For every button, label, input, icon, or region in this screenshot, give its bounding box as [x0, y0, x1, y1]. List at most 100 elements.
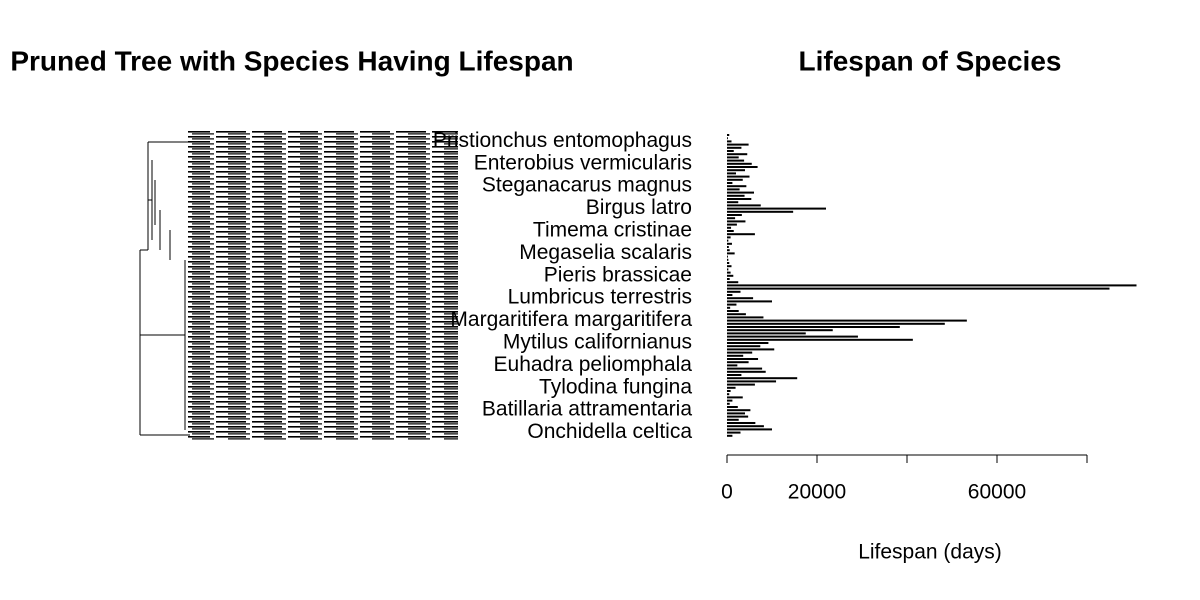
bar	[727, 297, 754, 300]
bar	[727, 252, 735, 255]
bar	[727, 188, 740, 191]
bar	[727, 313, 746, 316]
bar	[727, 226, 732, 229]
bar	[727, 146, 742, 149]
bar	[727, 249, 730, 252]
bar	[727, 396, 743, 399]
x-tick-label: 0	[721, 481, 733, 504]
bar	[727, 358, 759, 360]
bar	[727, 345, 761, 348]
bar	[727, 367, 763, 370]
chart-title: Lifespan of Species	[799, 45, 1062, 76]
bar	[727, 220, 746, 223]
bar	[727, 316, 764, 319]
bar	[727, 303, 737, 306]
bar	[727, 169, 745, 172]
bar	[727, 306, 731, 309]
bar	[727, 406, 738, 408]
phylogenetic-tree	[139, 130, 458, 440]
bar	[727, 335, 858, 338]
bar	[727, 185, 747, 188]
bar	[727, 207, 826, 210]
bar	[727, 214, 742, 216]
y-tick-label: Megaselia scalaris	[519, 241, 692, 264]
bar	[727, 210, 794, 213]
bar	[727, 351, 753, 354]
bar	[727, 338, 913, 341]
bar	[727, 156, 739, 159]
y-tick-label: Enterobius vermicularis	[474, 151, 692, 174]
y-tick-label: Margaritifera margaritifera	[450, 308, 692, 331]
bar	[727, 354, 744, 357]
bar	[727, 134, 730, 136]
bar	[727, 159, 745, 162]
bar	[727, 332, 806, 335]
bar	[727, 143, 749, 146]
bar	[727, 217, 736, 220]
overlapping-tip-labels	[188, 130, 458, 440]
bar	[727, 162, 752, 165]
bar	[727, 258, 729, 261]
bar	[727, 402, 730, 405]
tree-title: Pruned Tree with Species Having Lifespan	[10, 45, 573, 76]
bar	[727, 150, 734, 152]
bar	[727, 380, 777, 383]
bar	[727, 175, 750, 178]
bar	[727, 377, 798, 380]
y-tick-label: Lumbricus terrestris	[508, 286, 692, 309]
bar	[727, 166, 758, 168]
bar	[727, 364, 738, 367]
bar	[727, 422, 756, 424]
bar	[727, 223, 737, 226]
bar	[727, 271, 731, 274]
bar	[727, 319, 967, 322]
bar	[727, 191, 754, 194]
x-tick-label: 20000	[788, 481, 846, 504]
bar	[727, 374, 742, 376]
bar	[727, 290, 741, 293]
bar	[727, 322, 945, 325]
bar	[727, 262, 730, 264]
bar	[727, 278, 730, 280]
bar	[727, 153, 748, 156]
bar	[727, 198, 752, 200]
bar	[727, 326, 900, 328]
bar	[727, 418, 739, 421]
bar	[727, 255, 728, 258]
bar	[727, 233, 755, 236]
bar	[727, 329, 833, 332]
y-tick-label: Steganacarus magnus	[482, 174, 692, 197]
bar	[727, 390, 731, 392]
bar	[727, 310, 739, 312]
bar	[727, 274, 734, 277]
y-tick-label: Tylodina fungina	[539, 375, 692, 398]
bar	[727, 383, 755, 386]
bar	[727, 434, 733, 437]
bar	[727, 287, 1110, 290]
bar	[727, 399, 733, 402]
bar	[727, 412, 745, 415]
bar	[727, 178, 743, 181]
y-tick-label: Onchidella celtica	[527, 420, 692, 443]
bar	[727, 393, 730, 396]
x-tick-label: 60000	[968, 481, 1026, 504]
bar	[727, 194, 745, 197]
bar	[727, 182, 733, 184]
bar	[727, 204, 761, 207]
bar	[727, 342, 769, 344]
bar	[727, 239, 729, 242]
bar	[727, 265, 732, 268]
y-tick-label: Euhadra peliomphala	[494, 353, 693, 376]
y-tick-label: Pristionchus entomophagus	[433, 129, 692, 152]
bar	[727, 246, 729, 248]
bar	[727, 348, 775, 351]
y-tick-label: Birgus latro	[586, 196, 692, 219]
bar	[727, 415, 749, 418]
bar	[727, 431, 741, 434]
bar	[727, 281, 739, 284]
bar	[727, 409, 751, 412]
bar	[727, 172, 736, 175]
bar	[727, 242, 732, 245]
y-tick-label: Batillaria attramentaria	[482, 398, 692, 421]
bar	[727, 386, 736, 389]
